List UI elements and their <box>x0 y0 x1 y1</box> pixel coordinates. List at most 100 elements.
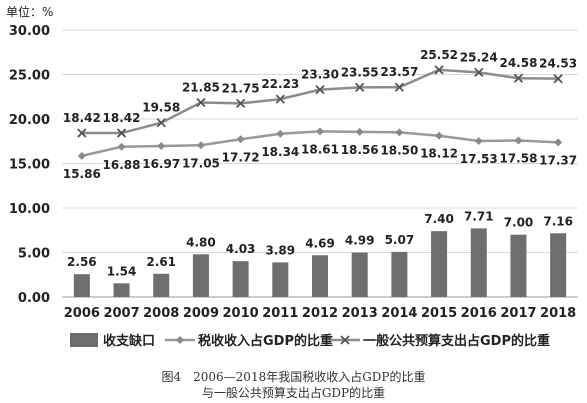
tax-point-marker <box>395 128 404 137</box>
tax-point-marker <box>117 142 126 151</box>
tax-value-label: 18.12 <box>420 147 458 161</box>
expenditure-value-label: 25.52 <box>420 48 458 62</box>
expenditure-point-marker <box>394 82 405 92</box>
legend-marker-expenditure <box>340 335 350 345</box>
x-tick-label: 2017 <box>500 306 536 321</box>
y-tick-label: 20.00 <box>9 113 50 128</box>
x-tick-label: 2018 <box>540 306 576 321</box>
bar-gap <box>431 231 448 297</box>
expenditure-point-marker <box>315 84 325 95</box>
bar-value-label: 7.00 <box>504 216 534 230</box>
bar-gap <box>391 251 408 297</box>
tax-value-label: 18.56 <box>341 143 379 157</box>
tax-value-label: 16.97 <box>142 157 180 171</box>
expenditure-point-marker <box>77 128 87 138</box>
expenditure-value-label: 18.42 <box>103 111 141 125</box>
tax-value-label: 17.05 <box>182 156 220 170</box>
expenditure-point-marker <box>355 82 365 93</box>
expenditure-value-label: 24.58 <box>499 56 537 70</box>
x-tick-label: 2009 <box>183 306 219 321</box>
x-tick-label: 2015 <box>421 306 457 321</box>
expenditure-value-label: 19.58 <box>142 101 180 115</box>
tax-point-marker <box>196 141 205 150</box>
legend-label-expenditure: 一般公共预算支出占GDP的比重 <box>363 333 550 349</box>
expenditure-point-marker <box>553 74 563 84</box>
bar-value-label: 4.03 <box>226 242 256 256</box>
tax-value-label: 18.34 <box>261 145 299 159</box>
expenditure-value-label: 23.30 <box>301 68 339 82</box>
y-tick-label: 25.00 <box>9 69 50 84</box>
tax-point-marker <box>276 129 285 138</box>
expenditure-point-marker <box>275 94 285 104</box>
expenditure-point-marker <box>235 98 246 109</box>
tax-value-label: 18.61 <box>301 142 339 156</box>
tax-value-label: 18.50 <box>380 143 418 157</box>
expenditure-point-marker <box>434 65 444 75</box>
bar-value-label: 3.89 <box>266 243 296 257</box>
bar-value-label: 4.99 <box>345 234 375 248</box>
y-tick-label: 15.00 <box>9 158 50 173</box>
expenditure-point-marker <box>513 73 524 83</box>
bar-gap <box>351 252 368 297</box>
tax-point-marker <box>514 136 523 145</box>
expenditure-point-marker <box>196 97 206 108</box>
y-tick-label: 30.00 <box>9 24 50 39</box>
legend-marker-tax <box>176 336 184 344</box>
x-tick-label: 2013 <box>342 306 378 321</box>
y-tick-label: 5.00 <box>18 247 50 262</box>
x-tick-label: 2014 <box>381 306 417 321</box>
expenditure-point-marker <box>474 67 484 78</box>
x-tick-label: 2006 <box>64 306 100 321</box>
tax-value-label: 16.88 <box>103 158 141 172</box>
tax-value-label: 17.58 <box>499 152 537 166</box>
bar-value-label: 2.61 <box>146 255 176 269</box>
x-tick-label: 2016 <box>461 306 497 321</box>
tax-value-label: 17.72 <box>222 150 260 164</box>
expenditure-point-marker <box>116 128 127 138</box>
tax-value-label: 17.37 <box>539 153 577 167</box>
bar-gap <box>470 228 487 297</box>
figure-caption-line-1: 图4 2006—2018年我国税收收入占GDP的比重 <box>161 370 426 384</box>
x-tick-label: 2007 <box>103 306 139 321</box>
x-tick-label: 2010 <box>223 306 259 321</box>
expenditure-value-label: 21.75 <box>222 81 260 95</box>
bar-gap <box>510 234 527 297</box>
expenditure-value-label: 18.42 <box>63 111 101 125</box>
tax-value-label: 15.86 <box>63 167 101 181</box>
x-tick-label: 2008 <box>143 306 179 321</box>
tax-value-label: 17.53 <box>460 152 498 166</box>
x-tick-label: 2012 <box>302 306 338 321</box>
legend-label-gap: 收支缺口 <box>103 333 155 349</box>
expenditure-value-label: 22.23 <box>261 77 299 91</box>
bar-gap <box>550 233 567 297</box>
expenditure-value-label: 25.24 <box>460 50 498 64</box>
figure-caption-line-2: 与一般公共预算支出占GDP的比重 <box>201 386 386 400</box>
expenditure-value-label: 23.57 <box>380 65 418 79</box>
y-tick-label: 10.00 <box>9 202 50 217</box>
legend-swatch-gap <box>70 333 98 347</box>
expenditure-value-label: 24.53 <box>539 57 577 71</box>
bar-gap <box>113 283 130 297</box>
bar-value-label: 1.54 <box>107 264 137 278</box>
tax-point-marker <box>554 138 563 147</box>
tax-point-marker <box>474 136 483 145</box>
expenditure-value-label: 23.55 <box>341 65 379 79</box>
bar-value-label: 5.07 <box>385 233 415 247</box>
unit-label: 单位：% <box>6 4 53 19</box>
expenditure-point-marker <box>156 118 166 128</box>
tax-point-marker <box>236 135 245 144</box>
legend-label-tax: 税收收入占GDP的比重 <box>198 333 333 349</box>
y-tick-label: 0.00 <box>18 291 50 306</box>
bar-gap <box>232 261 249 297</box>
bar-gap <box>73 274 90 297</box>
bar-gap <box>192 254 209 297</box>
tax-point-marker <box>157 141 166 150</box>
expenditure-value-label: 21.85 <box>182 81 220 95</box>
x-tick-label: 2011 <box>262 306 298 321</box>
bar-value-label: 7.71 <box>464 209 494 223</box>
bar-value-label: 2.56 <box>67 255 97 269</box>
bar-value-label: 7.40 <box>424 212 454 226</box>
tax-point-marker <box>316 127 324 136</box>
